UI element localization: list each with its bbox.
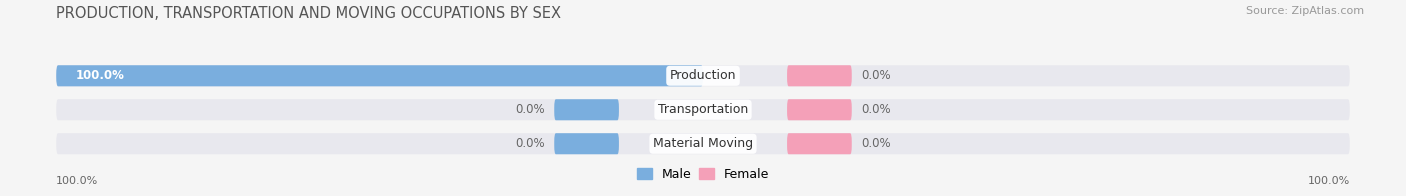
FancyBboxPatch shape bbox=[554, 133, 619, 154]
FancyBboxPatch shape bbox=[787, 99, 852, 120]
Text: 100.0%: 100.0% bbox=[1308, 176, 1350, 186]
Legend: Male, Female: Male, Female bbox=[631, 163, 775, 186]
FancyBboxPatch shape bbox=[787, 133, 852, 154]
Text: 100.0%: 100.0% bbox=[76, 69, 125, 82]
Text: PRODUCTION, TRANSPORTATION AND MOVING OCCUPATIONS BY SEX: PRODUCTION, TRANSPORTATION AND MOVING OC… bbox=[56, 6, 561, 21]
Text: Material Moving: Material Moving bbox=[652, 137, 754, 150]
FancyBboxPatch shape bbox=[56, 99, 1350, 120]
FancyBboxPatch shape bbox=[787, 65, 852, 86]
FancyBboxPatch shape bbox=[56, 133, 1350, 154]
FancyBboxPatch shape bbox=[56, 65, 703, 86]
Text: Transportation: Transportation bbox=[658, 103, 748, 116]
Text: Source: ZipAtlas.com: Source: ZipAtlas.com bbox=[1246, 6, 1364, 16]
Text: 0.0%: 0.0% bbox=[862, 103, 891, 116]
Text: 100.0%: 100.0% bbox=[56, 176, 98, 186]
Text: Production: Production bbox=[669, 69, 737, 82]
Text: 0.0%: 0.0% bbox=[862, 137, 891, 150]
Text: 0.0%: 0.0% bbox=[515, 137, 544, 150]
Text: 0.0%: 0.0% bbox=[515, 103, 544, 116]
Text: 0.0%: 0.0% bbox=[862, 69, 891, 82]
FancyBboxPatch shape bbox=[554, 99, 619, 120]
FancyBboxPatch shape bbox=[56, 65, 1350, 86]
